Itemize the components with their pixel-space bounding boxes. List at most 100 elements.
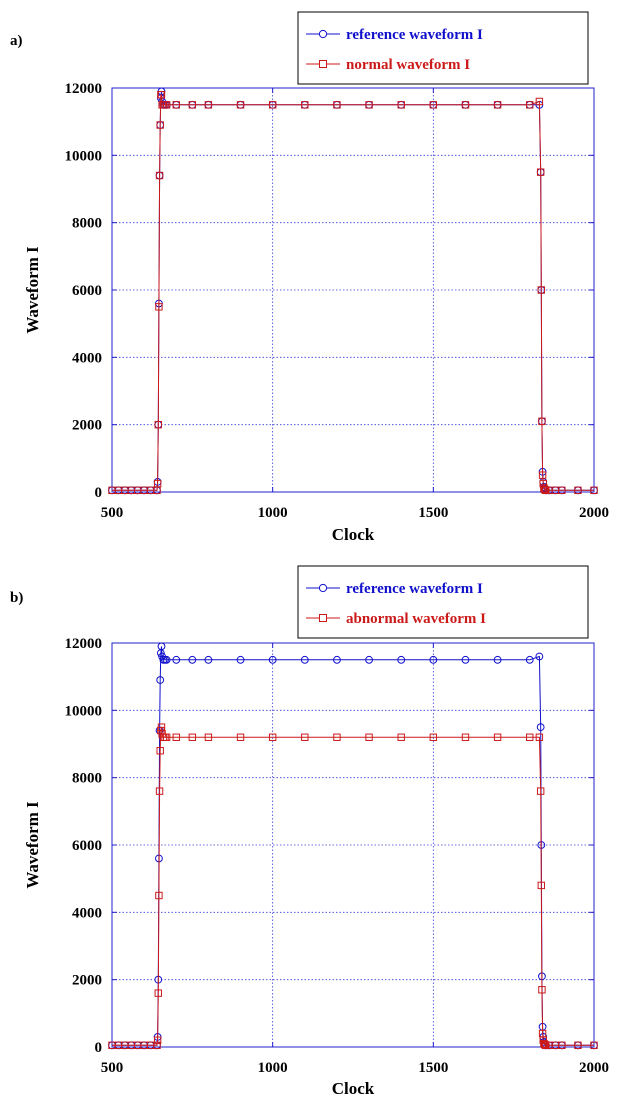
data-point [538, 417, 546, 426]
x-tick-label: 500 [101, 505, 124, 521]
data-point [204, 733, 213, 741]
panel-label: a) [10, 33, 23, 49]
y-tick-label: 2000 [72, 973, 102, 989]
x-tick-label: 1500 [418, 1060, 448, 1076]
y-axis-title: Waveform I [23, 246, 42, 334]
legend-marker [318, 29, 328, 39]
data-point [558, 1041, 566, 1050]
legend-marker [318, 583, 328, 593]
legend-item: reference waveform I [306, 27, 483, 43]
data-point [204, 101, 213, 109]
data-point [526, 733, 534, 741]
y-tick-label: 6000 [72, 283, 102, 299]
data-point [574, 1041, 582, 1050]
data-point [162, 655, 171, 664]
data-point [525, 655, 534, 664]
data-point [162, 101, 171, 109]
data-point [461, 733, 470, 741]
y-tick-label: 4000 [72, 905, 102, 921]
data-point [188, 655, 197, 664]
legend-label: reference waveform I [346, 581, 483, 597]
data-point [493, 733, 502, 741]
series-1 [108, 87, 598, 495]
series-2 [108, 91, 598, 495]
data-point [236, 101, 245, 109]
legend-marker [319, 60, 327, 68]
data-point [538, 471, 547, 479]
series-line [112, 727, 594, 1046]
data-point [537, 881, 546, 890]
legend-item: abnormal waveform I [306, 611, 486, 627]
data-point [540, 485, 549, 494]
chart-panel-1: a) 500 1000 1500 2000 0 2000 4000 6000 8000 10000 1… [10, 11, 609, 544]
data-point [301, 733, 309, 741]
data-point [204, 655, 213, 664]
data-point [537, 286, 546, 294]
data-point [155, 891, 163, 900]
x-tick-label: 2000 [579, 1060, 609, 1076]
y-tick-label: 6000 [72, 838, 102, 854]
data-point [540, 1040, 549, 1049]
data-point [172, 101, 180, 109]
data-point [536, 723, 545, 732]
panel-label: b) [10, 590, 23, 606]
data-point [590, 486, 598, 495]
data-point [153, 479, 162, 488]
data-point [156, 121, 164, 129]
data-point [188, 101, 197, 109]
data-point [268, 101, 277, 109]
x-axis-title: Clock [332, 1079, 375, 1098]
data-point [558, 486, 566, 495]
data-point [397, 655, 406, 664]
data-point [429, 655, 438, 664]
series-line [112, 94, 594, 491]
data-point [300, 655, 309, 664]
data-point [493, 101, 502, 109]
series-line [112, 91, 594, 491]
y-tick-label: 12000 [65, 81, 103, 97]
legend-item: reference waveform I [306, 581, 483, 597]
data-point [162, 733, 171, 741]
data-point [153, 1041, 161, 1050]
legend: reference waveform I normal waveform I [297, 11, 589, 85]
x-axis-title: Clock [332, 525, 375, 544]
data-point [535, 97, 544, 106]
data-point [535, 733, 544, 741]
data-point [590, 1041, 598, 1050]
data-point [268, 655, 277, 664]
data-point [526, 101, 534, 109]
x-tick-label: 500 [101, 1060, 124, 1076]
y-tick-label: 10000 [65, 148, 103, 164]
legend-label: abnormal waveform I [346, 611, 486, 627]
legend-item: normal waveform I [306, 57, 470, 73]
data-point [156, 676, 165, 684]
data-point [172, 655, 181, 664]
data-point [429, 101, 438, 109]
data-point [155, 787, 164, 795]
legend-marker [319, 614, 327, 622]
y-tick-label: 0 [95, 1040, 103, 1056]
data-point [536, 787, 545, 795]
x-tick-label: 2000 [579, 505, 609, 521]
data-point [333, 655, 341, 664]
data-point [540, 484, 548, 492]
data-point [268, 733, 277, 741]
legend: reference waveform I abnormal waveform I [297, 565, 589, 639]
y-tick-label: 4000 [72, 350, 102, 366]
series-1 [108, 642, 598, 1050]
data-point [157, 91, 166, 99]
data-point [365, 655, 373, 664]
data-point [397, 733, 405, 741]
series-2 [108, 723, 598, 1050]
data-point [574, 486, 582, 495]
y-tick-label: 12000 [65, 636, 103, 652]
data-point [461, 655, 470, 664]
y-tick-label: 10000 [65, 703, 103, 719]
x-tick-label: 1000 [258, 1060, 288, 1076]
data-point [301, 101, 309, 109]
legend-box [297, 565, 589, 639]
data-point [236, 733, 245, 741]
legend-label: normal waveform I [346, 57, 470, 73]
data-point [397, 101, 405, 109]
